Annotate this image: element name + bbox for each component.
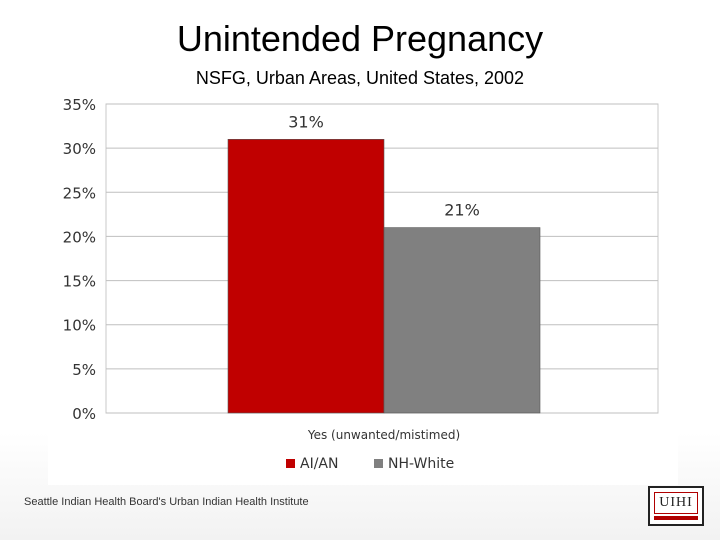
- y-tick-label: 15%: [63, 273, 96, 291]
- logo-bar: [654, 516, 698, 520]
- slide-title: Unintended Pregnancy: [176, 18, 544, 59]
- chart-panel: 0% 5% 10% 15% 20% 25% 30% 35% 31% 21% Yes (unwante…: [48, 90, 678, 485]
- logo-text: UIHI: [654, 492, 698, 514]
- y-tick-label: 20%: [63, 228, 96, 246]
- legend-swatch: [374, 459, 383, 468]
- y-tick-label: 35%: [63, 96, 96, 114]
- data-label: 21%: [444, 201, 480, 220]
- y-tick-label: 30%: [63, 140, 96, 158]
- legend-swatch: [286, 459, 295, 468]
- slide-subtitle: NSFG, Urban Areas, United States, 2002: [195, 68, 525, 88]
- y-tick-label: 10%: [63, 317, 96, 335]
- legend-label: NH-White: [388, 456, 454, 472]
- bar-nh-white: [383, 227, 541, 414]
- footer-text: Seattle Indian Health Board's Urban Indi…: [24, 496, 309, 508]
- legend-label: AI/AN: [300, 456, 338, 472]
- data-label: 31%: [288, 112, 324, 131]
- y-tick-label: 25%: [63, 184, 96, 202]
- bar-ai-an: [227, 139, 385, 414]
- x-axis-label: Yes (unwanted/mistimed): [307, 428, 460, 442]
- bar-chart: 0% 5% 10% 15% 20% 25% 30% 35% 31% 21% Yes (unwante…: [63, 96, 659, 472]
- uihi-logo: UIHI: [648, 486, 704, 526]
- y-tick-label: 0%: [72, 405, 96, 423]
- y-tick-label: 5%: [72, 361, 96, 379]
